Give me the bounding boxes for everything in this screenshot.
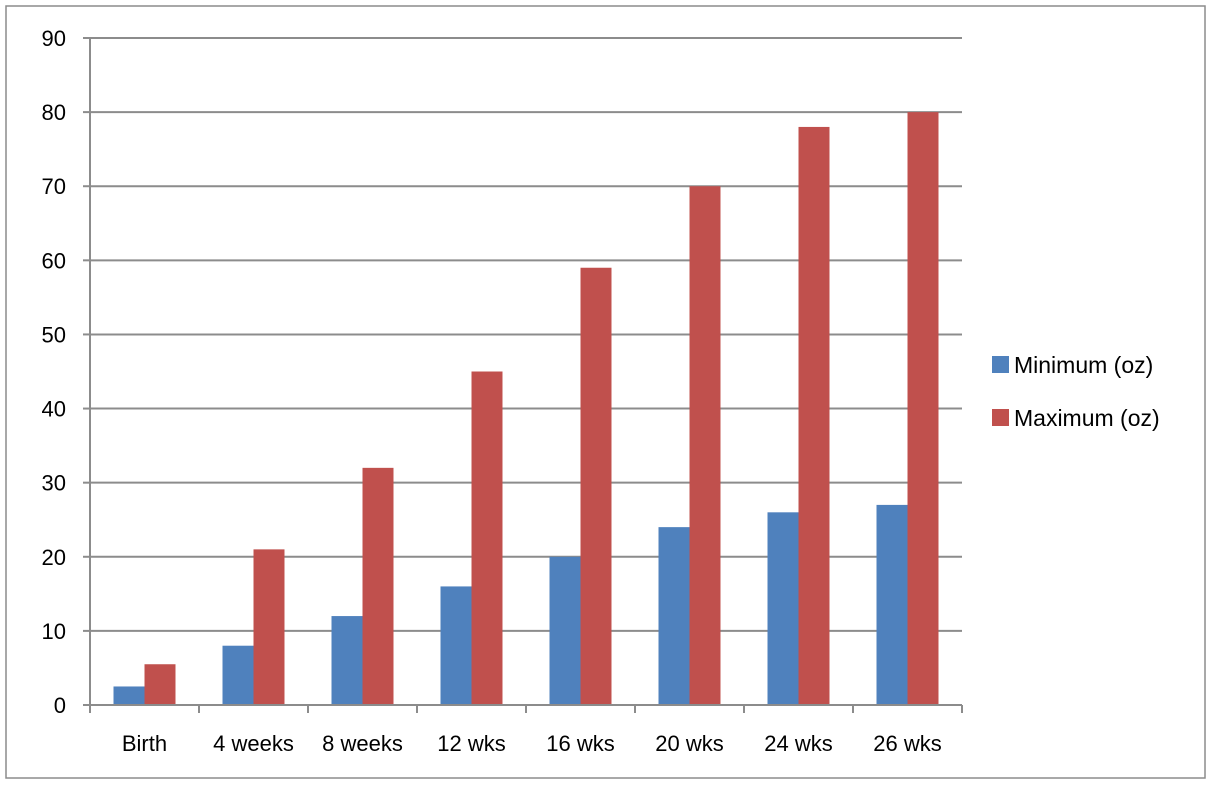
bar-maximum-0 [144, 664, 176, 705]
y-tick-label: 50 [42, 322, 66, 347]
y-tick-label: 10 [42, 619, 66, 644]
bar-maximum-1 [253, 549, 285, 705]
x-tick-label: 16 wks [546, 731, 614, 756]
y-tick-label: 20 [42, 545, 66, 570]
y-tick-label: 70 [42, 174, 66, 199]
y-tick-label: 80 [42, 100, 66, 125]
x-tick-label: 24 wks [764, 731, 832, 756]
bar-minimum-0 [113, 686, 145, 705]
bar-minimum-1 [222, 645, 254, 705]
bar-maximum-4 [580, 267, 612, 705]
bar-minimum-5 [658, 527, 690, 705]
bar-minimum-3 [440, 586, 472, 705]
y-tick-label: 40 [42, 397, 66, 422]
axes: 0 10 20 30 40 50 60 70 80 90 Birth 4 weeks 8 weeks 12… [42, 26, 963, 756]
legend-swatch [992, 409, 1009, 426]
bar-minimum-7 [876, 504, 908, 705]
x-tick-label: 8 weeks [322, 731, 403, 756]
y-tick-label: 30 [42, 471, 66, 496]
x-tick-label: 4 weeks [213, 731, 294, 756]
bars [113, 112, 939, 706]
bar-maximum-5 [689, 186, 721, 705]
legend-label: Minimum (oz) [1014, 352, 1153, 378]
bar-minimum-4 [549, 556, 581, 705]
legend-swatch [992, 356, 1009, 373]
bar-maximum-6 [798, 126, 830, 705]
y-tick-label: 60 [42, 248, 66, 273]
y-tick-label: 90 [42, 26, 66, 51]
bar-minimum-6 [767, 512, 799, 705]
bar-maximum-2 [362, 467, 394, 705]
bar-maximum-3 [471, 371, 503, 705]
x-tick-label: 20 wks [655, 731, 723, 756]
y-tick-label: 0 [54, 693, 66, 718]
x-tick-label: 26 wks [873, 731, 941, 756]
x-tick-label: 12 wks [437, 731, 505, 756]
bar-maximum-7 [907, 112, 939, 706]
legend-label: Maximum (oz) [1014, 405, 1160, 431]
x-tick-label: Birth [122, 731, 167, 756]
legend: Minimum (oz) Maximum (oz) [992, 352, 1160, 431]
bar-minimum-2 [331, 616, 363, 705]
